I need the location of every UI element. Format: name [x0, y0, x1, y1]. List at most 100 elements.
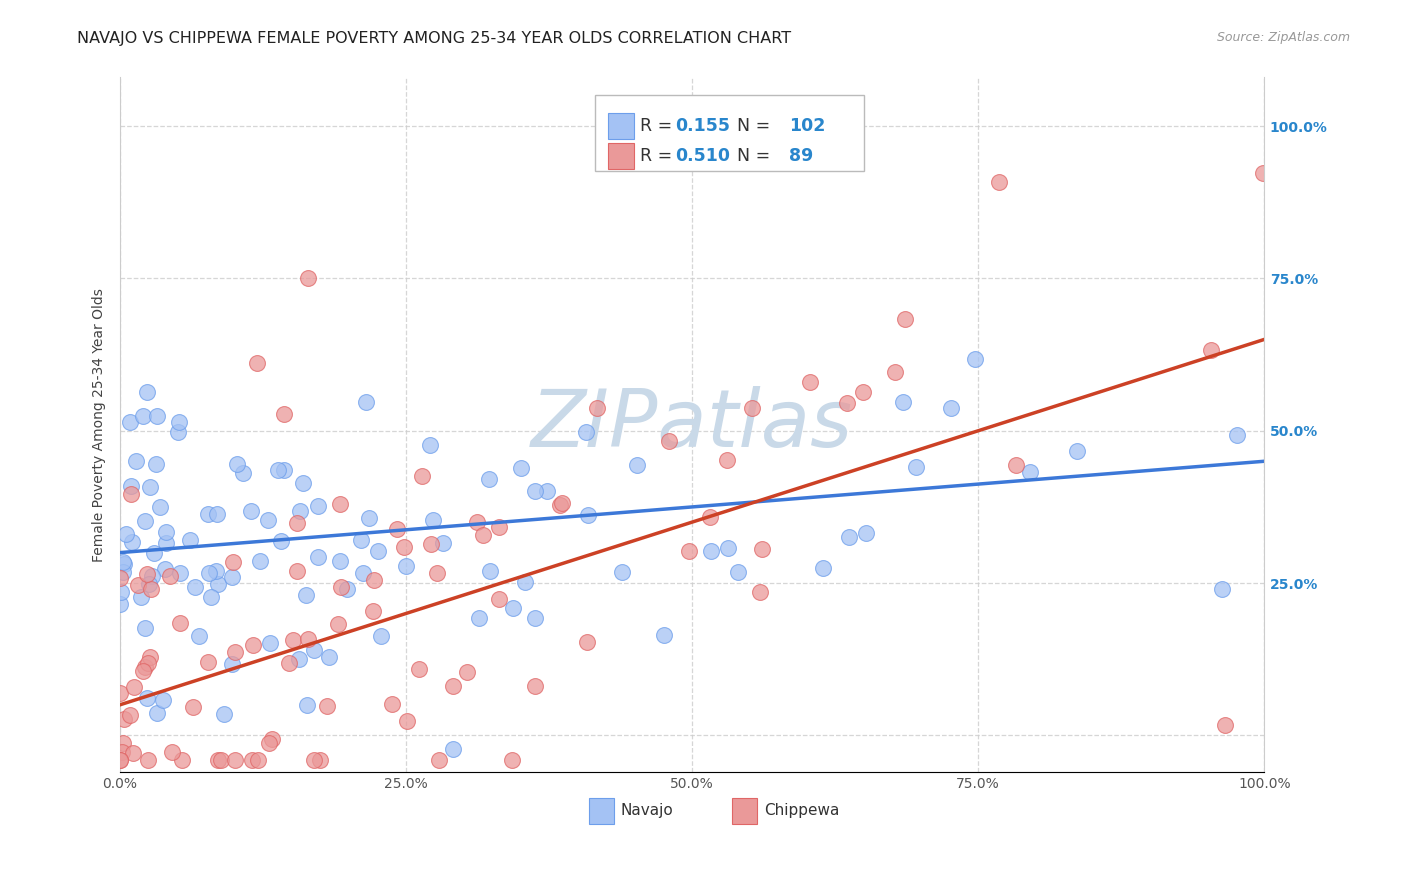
Point [575, 425, 598, 440]
Point [224, 753, 246, 767]
Point [1199, 343, 1222, 358]
Point [716, 452, 738, 467]
Point [361, 604, 384, 618]
Point [297, 632, 319, 646]
Point [232, 466, 254, 480]
Bar [609, 143, 634, 169]
Point [411, 468, 433, 483]
Point [112, 736, 135, 750]
Text: 89: 89 [789, 147, 814, 165]
Point [295, 698, 318, 712]
Point [273, 463, 295, 477]
Point [394, 540, 416, 554]
Text: Navajo: Navajo [621, 803, 673, 818]
Point [717, 541, 740, 556]
Point [159, 568, 181, 582]
Point [838, 530, 860, 544]
Point [207, 577, 229, 591]
Point [111, 745, 134, 759]
Point [246, 356, 269, 370]
Point [152, 692, 174, 706]
Point [136, 753, 159, 767]
Point [108, 572, 131, 586]
Point [367, 543, 389, 558]
Point [354, 394, 377, 409]
Point [408, 662, 430, 676]
Point [855, 526, 877, 541]
Point [419, 438, 441, 452]
Point [127, 578, 149, 592]
Point [124, 454, 146, 468]
Point [118, 415, 141, 429]
Point [108, 753, 131, 767]
Point [139, 480, 162, 494]
Point [357, 511, 380, 525]
Point [478, 472, 501, 486]
Bar [589, 797, 614, 824]
Point [699, 543, 721, 558]
Point [226, 457, 249, 471]
Y-axis label: Female Poverty Among 25-34 Year Olds: Female Poverty Among 25-34 Year Olds [93, 288, 107, 562]
Point [108, 597, 131, 611]
Point [169, 616, 191, 631]
Point [139, 649, 162, 664]
Point [441, 742, 464, 756]
Point [727, 565, 749, 579]
Point [330, 580, 353, 594]
Point [550, 498, 572, 512]
Point [488, 592, 510, 607]
Point [145, 457, 167, 471]
Point [748, 585, 770, 599]
Point [1211, 582, 1233, 597]
Point [145, 706, 167, 720]
Text: N =: N = [727, 147, 776, 165]
Point [352, 566, 374, 580]
Point [586, 401, 609, 416]
Point [136, 385, 159, 400]
Point [291, 475, 314, 490]
Point [160, 745, 183, 759]
Point [395, 558, 418, 573]
Point [1226, 428, 1249, 442]
Point [329, 498, 352, 512]
Text: NAVAJO VS CHIPPEWA FEMALE POVERTY AMONG 25-34 YEAR OLDS CORRELATION CHART: NAVAJO VS CHIPPEWA FEMALE POVERTY AMONG … [77, 31, 792, 46]
Point [523, 610, 546, 624]
Text: R =: R = [640, 117, 678, 135]
Point [465, 516, 488, 530]
Point [170, 753, 193, 767]
Point [576, 508, 599, 522]
Point [318, 650, 340, 665]
Point [134, 621, 156, 635]
Point [197, 507, 219, 521]
Point [891, 395, 914, 409]
Point [523, 484, 546, 499]
Point [184, 581, 207, 595]
Point [111, 555, 134, 569]
Point [422, 513, 444, 527]
Point [478, 564, 501, 578]
Point [120, 707, 142, 722]
Point [155, 562, 177, 576]
Point [132, 664, 155, 678]
Point [987, 175, 1010, 189]
Point [741, 401, 763, 415]
Point [249, 554, 271, 568]
Point [273, 408, 295, 422]
Point [212, 706, 235, 721]
Point [363, 574, 385, 588]
Point [179, 533, 201, 547]
Point [751, 541, 773, 556]
Point [142, 546, 165, 560]
Point [302, 643, 325, 657]
Point [108, 686, 131, 700]
Point [963, 352, 986, 367]
Point [239, 504, 262, 518]
Point [120, 479, 142, 493]
Point [426, 566, 449, 580]
Point [267, 463, 290, 477]
Point [148, 500, 170, 514]
Point [285, 564, 308, 578]
Point [121, 746, 143, 760]
Point [139, 582, 162, 596]
Point [551, 496, 574, 510]
